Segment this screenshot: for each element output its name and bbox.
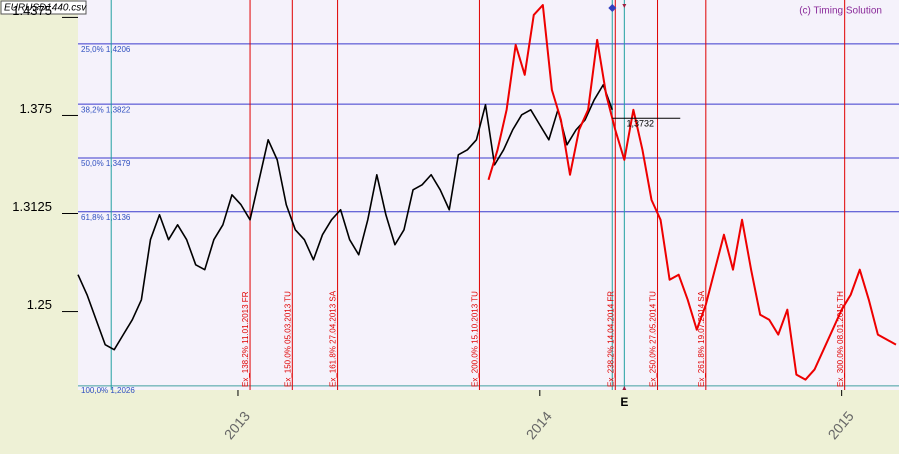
- level-label: 25,0% 1,4206: [81, 45, 131, 54]
- level-label: 38,2% 1,3822: [81, 105, 131, 114]
- event-label: Ex_300.0% 08.01.2015 TH: [836, 291, 845, 387]
- y-tick-label: 1.4375: [12, 3, 52, 18]
- event-label: Ex_261.8% 19.07.2014 SA: [697, 290, 706, 387]
- x-tick-label: 2015: [825, 408, 857, 442]
- x-tick-label: 2014: [523, 408, 555, 442]
- event-label: Ex_238.2% 14.04.2014 FR: [606, 291, 615, 387]
- level-label: 50,0% 1,3479: [81, 159, 131, 168]
- level-label: 61,8% 1,3136: [81, 213, 131, 222]
- event-marker: E: [620, 395, 628, 409]
- price-line: [487, 4, 897, 381]
- x-tick-label: 2013: [221, 408, 253, 442]
- plot-area: [78, 0, 899, 390]
- y-tick-label: 1.3125: [12, 199, 52, 214]
- y-tick-label: 1.375: [19, 101, 52, 116]
- level-label: 100,0% 1,2026: [81, 386, 135, 395]
- event-label: Ex_250.0% 27.05.2014 TU: [649, 291, 658, 387]
- price-marker-label: 1,3732: [626, 119, 654, 129]
- event-label: Ex_200.0% 15.10.2013 TU: [471, 291, 480, 387]
- event-diamond: [608, 4, 617, 12]
- chart-title: EURUSD1440.csv: [4, 3, 87, 14]
- y-tick-label: 1.25: [27, 297, 52, 312]
- file-box: [0, 0, 87, 15]
- event-label: Ex_150.0% 05.03.2013 TU: [283, 291, 292, 387]
- copyright: (c) Timing Solution: [799, 6, 882, 17]
- event-label: Ex_138.2% 11.01.2013 FR: [241, 291, 250, 387]
- event-label: Ex_161.8% 27.04.2013 SA: [329, 290, 338, 387]
- price-line: [77, 84, 614, 351]
